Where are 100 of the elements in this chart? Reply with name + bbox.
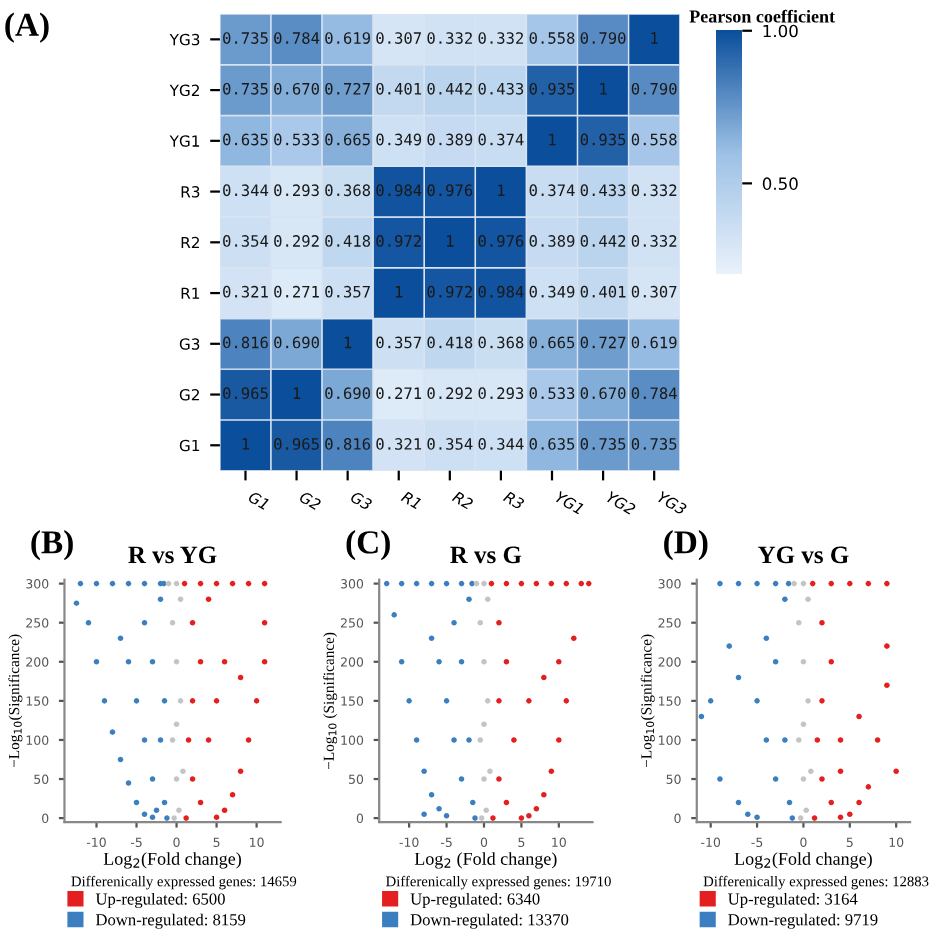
point <box>884 643 890 649</box>
point <box>164 815 170 821</box>
point <box>717 776 723 782</box>
point <box>478 815 485 821</box>
point <box>477 737 484 743</box>
text: (D) <box>664 530 708 561</box>
point <box>735 674 742 681</box>
legend-label: Down-regulated: 8159 <box>95 913 246 929</box>
point <box>819 776 825 782</box>
point <box>496 619 502 626</box>
point <box>805 596 811 603</box>
point <box>811 815 818 821</box>
point <box>481 721 487 728</box>
point <box>197 659 204 665</box>
point <box>856 713 862 720</box>
point <box>819 698 825 704</box>
legend-label: Down-regulated: 13370 <box>410 913 569 929</box>
point <box>458 580 465 587</box>
point <box>819 619 825 626</box>
point <box>443 812 450 819</box>
point <box>109 580 116 587</box>
point <box>496 698 502 704</box>
point <box>800 580 807 587</box>
point <box>133 698 140 704</box>
legend-label: Down-regulated: 9719 <box>728 913 878 929</box>
point <box>469 799 476 806</box>
point <box>488 580 495 587</box>
x-axis-title: Log$_{2}$(Fold change) <box>734 852 872 869</box>
point <box>436 659 442 665</box>
point <box>563 698 570 704</box>
point <box>141 737 148 743</box>
point <box>406 698 412 704</box>
point <box>726 643 733 649</box>
point <box>458 659 465 665</box>
point <box>865 580 872 587</box>
point <box>169 619 176 626</box>
point <box>261 619 268 626</box>
point <box>229 791 236 798</box>
point <box>413 737 420 743</box>
point <box>221 807 228 814</box>
point <box>803 807 809 814</box>
point <box>183 815 189 821</box>
point <box>189 698 196 704</box>
point <box>828 799 835 806</box>
chart-title: R vs YG <box>128 546 217 564</box>
point <box>398 659 405 665</box>
point <box>503 659 510 665</box>
point <box>481 776 487 782</box>
point <box>185 737 192 743</box>
point <box>149 659 156 665</box>
point <box>466 596 472 603</box>
point <box>791 580 797 587</box>
point <box>526 812 532 819</box>
point <box>161 698 168 704</box>
point <box>800 659 807 665</box>
point <box>847 580 853 587</box>
point <box>518 815 525 821</box>
point <box>763 737 770 743</box>
point <box>563 580 570 587</box>
point <box>153 807 160 814</box>
point <box>141 580 148 587</box>
point <box>213 814 220 821</box>
point <box>541 791 547 798</box>
point <box>73 600 80 606</box>
point <box>245 737 252 743</box>
point <box>487 768 493 774</box>
point <box>796 619 802 626</box>
point <box>533 805 540 812</box>
point <box>169 737 176 743</box>
point <box>229 580 236 587</box>
point <box>789 815 796 821</box>
point <box>181 580 188 587</box>
point <box>93 580 100 587</box>
point <box>93 659 100 665</box>
point <box>451 619 457 626</box>
point <box>428 791 435 798</box>
point <box>518 580 525 587</box>
point <box>436 805 442 812</box>
point <box>796 737 802 743</box>
point <box>391 612 397 618</box>
point <box>490 815 496 821</box>
x-axis-title: Log$_{2}$ (Fold change) <box>414 852 557 869</box>
point <box>253 698 260 704</box>
point <box>511 737 517 743</box>
point <box>496 776 502 782</box>
point <box>469 580 475 587</box>
point <box>109 729 116 735</box>
point <box>797 815 804 821</box>
x-axis-title: Log$_{2}$(Fold change) <box>103 852 241 869</box>
text: (A) <box>5 12 49 43</box>
point <box>171 815 177 821</box>
point <box>197 580 204 587</box>
legend-label: Up-regulated: 6500 <box>95 892 225 909</box>
point <box>149 814 156 821</box>
chart-title: YG vs G <box>758 546 849 564</box>
point <box>451 737 457 743</box>
point <box>483 807 489 814</box>
point <box>533 580 540 587</box>
point <box>578 580 585 587</box>
point <box>754 580 760 587</box>
